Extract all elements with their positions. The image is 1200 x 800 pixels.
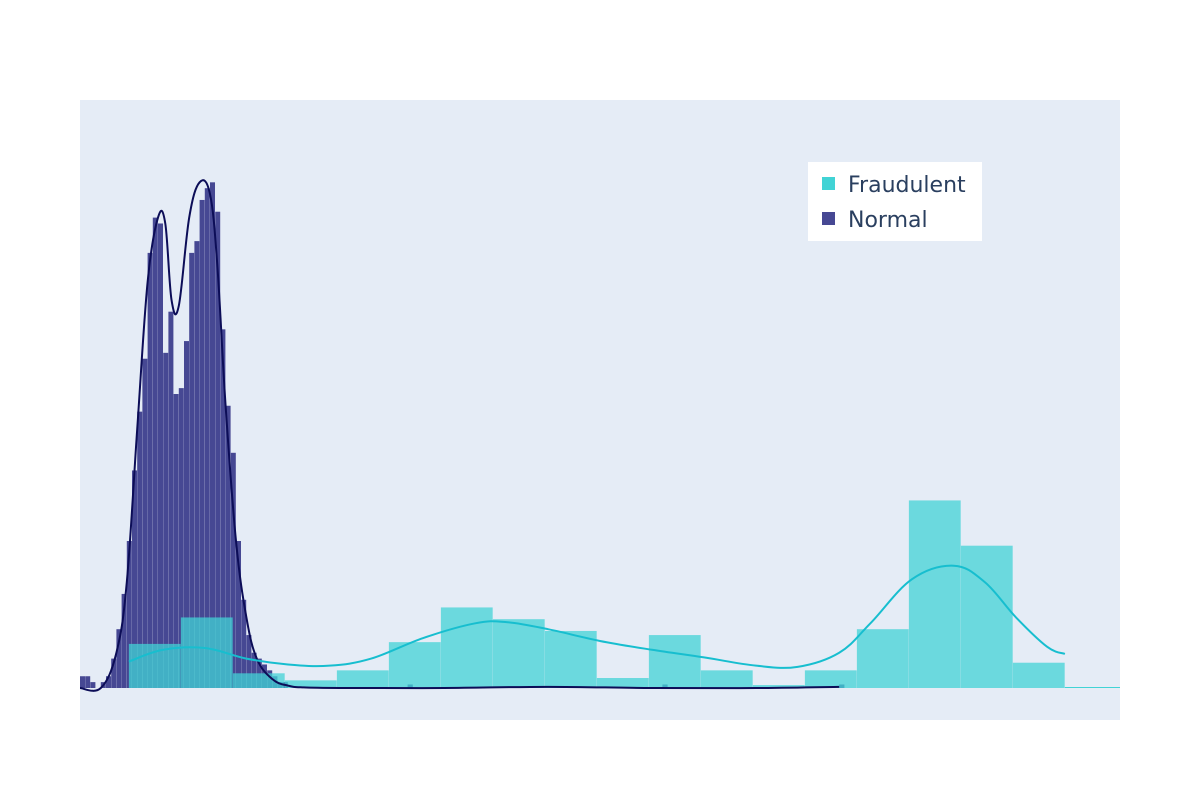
normal-histogram-bar[interactable] [194, 241, 200, 688]
fraudulent-bars [128, 500, 1120, 688]
fraudulent-histogram-bar[interactable] [440, 607, 493, 688]
normal-histogram-bar[interactable] [163, 352, 169, 688]
normal-histogram-bar[interactable] [106, 676, 111, 688]
density-curves [79, 179, 1066, 692]
fraudulent-histogram-bar[interactable] [648, 635, 701, 688]
legend-swatch-normal [822, 212, 835, 225]
normal-histogram-bar[interactable] [116, 629, 122, 688]
normal-histogram-bar[interactable] [121, 593, 127, 688]
normal-histogram-bar[interactable] [189, 252, 195, 688]
normal-histogram-bar[interactable] [225, 405, 231, 688]
legend-box [808, 162, 982, 241]
normal-histogram-bar[interactable] [168, 311, 174, 688]
normal-histogram-bar[interactable] [178, 388, 184, 688]
normal-bars [80, 182, 845, 689]
normal-histogram-bar[interactable] [204, 188, 210, 688]
normal-histogram-bar[interactable] [236, 541, 241, 688]
fraudulent-histogram-bar[interactable] [128, 643, 181, 688]
fraudulent-histogram-bar[interactable] [752, 685, 805, 688]
fraudulent-histogram-bar[interactable] [960, 545, 1013, 688]
fraudulent-histogram-bar[interactable] [856, 629, 909, 688]
normal-histogram-bar[interactable] [210, 182, 215, 688]
normal-histogram-bar[interactable] [220, 329, 226, 688]
normal-histogram-bar[interactable] [215, 211, 221, 688]
normal-histogram-bar[interactable] [147, 252, 153, 688]
fraudulent-histogram-bar[interactable] [232, 673, 285, 688]
legend[interactable]: Fraudulent Normal [808, 162, 982, 241]
fraudulent-histogram-bar[interactable] [596, 678, 649, 688]
normal-histogram-bar[interactable] [184, 341, 189, 688]
normal-histogram-bar[interactable] [132, 470, 137, 688]
fraudulent-histogram-bar[interactable] [700, 670, 753, 688]
normal-histogram-bar[interactable] [173, 394, 179, 688]
normal-histogram-bar[interactable] [251, 652, 257, 688]
normal-histogram-bar[interactable] [111, 658, 117, 688]
normal-histogram-bar[interactable] [199, 199, 205, 688]
fraudulent-histogram-bar[interactable] [492, 619, 545, 688]
fraudulent-histogram-bar[interactable] [388, 642, 441, 688]
fraudulent-histogram-bar[interactable] [908, 500, 961, 688]
normal-histogram-bar[interactable] [85, 676, 91, 688]
fraudulent-histogram-bar[interactable] [544, 630, 597, 688]
fraudulent-histogram-bar[interactable] [336, 670, 389, 688]
normal-histogram-bar[interactable] [142, 358, 148, 688]
normal-histogram-bar[interactable] [158, 223, 163, 689]
normal-density-curve[interactable] [79, 179, 840, 692]
normal-histogram-bar[interactable] [246, 635, 252, 688]
fraudulent-histogram-bar[interactable] [1012, 662, 1065, 688]
fraudulent-density-curve[interactable] [128, 564, 1066, 669]
legend-label-fraudulent: Fraudulent [848, 173, 966, 198]
normal-histogram-bar[interactable] [90, 682, 96, 688]
legend-label-normal: Normal [848, 208, 928, 233]
fraudulent-histogram-bar[interactable] [804, 670, 857, 688]
fraudulent-histogram-bar[interactable] [284, 680, 337, 688]
normal-histogram-bar[interactable] [126, 541, 132, 688]
normal-histogram-bar[interactable] [230, 452, 236, 688]
normal-histogram-bar[interactable] [137, 411, 143, 688]
normal-histogram-bar[interactable] [80, 676, 85, 688]
normal-histogram-bar[interactable] [241, 599, 247, 688]
normal-histogram-bar[interactable] [152, 217, 158, 688]
legend-swatch-fraudulent [822, 177, 835, 190]
